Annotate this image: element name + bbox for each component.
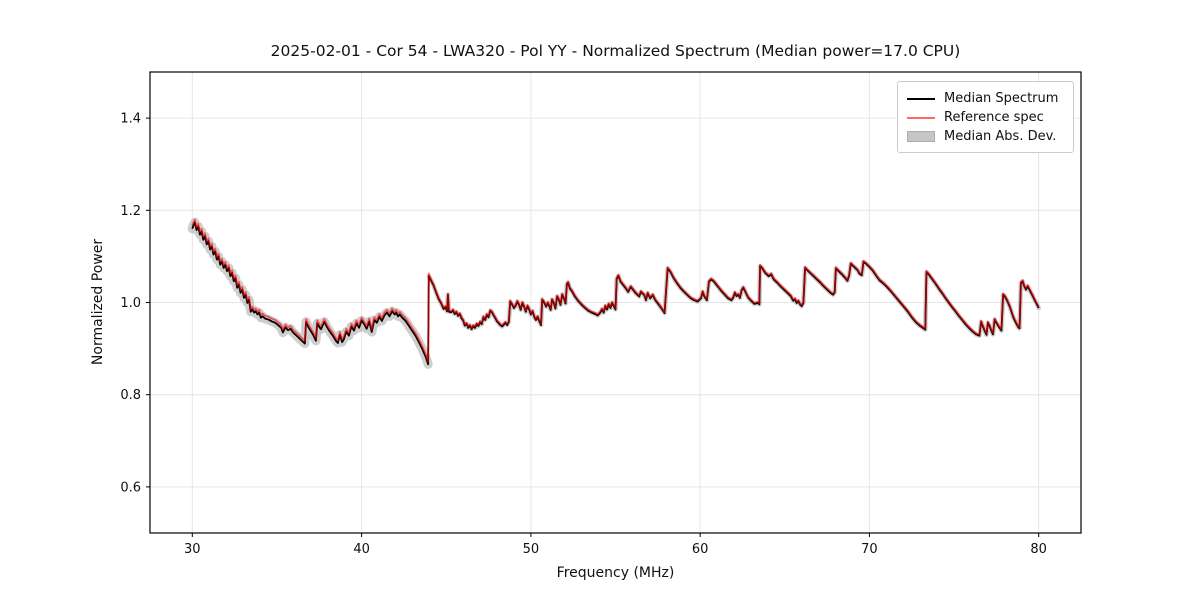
x-tick-label: 50 [523, 542, 540, 557]
x-tick-label: 30 [184, 542, 201, 557]
legend-label: Median Abs. Dev. [944, 129, 1057, 144]
median-spectrum-line-icon [907, 97, 935, 100]
y-tick-label: 1.4 [120, 112, 141, 127]
y-tick-label: 1.0 [120, 296, 141, 311]
legend-item-reference-spec: Reference spec [907, 108, 1064, 127]
y-tick-label: 0.6 [120, 480, 141, 495]
legend-label: Median Spectrum [944, 91, 1059, 106]
legend: Median Spectrum Reference spec Median Ab… [897, 81, 1074, 153]
x-axis-label: Frequency (MHz) [556, 565, 675, 581]
reference-spec-line [191, 218, 1040, 363]
legend-item-median-spectrum: Median Spectrum [907, 89, 1064, 108]
y-axis-label-text: Normalized Power [90, 238, 106, 366]
x-tick-label: 60 [692, 542, 709, 557]
legend-label: Reference spec [944, 110, 1044, 125]
chart-title: 2025-02-01 - Cor 54 - LWA320 - Pol YY - … [270, 42, 961, 60]
y-tick-label: 1.2 [120, 204, 141, 219]
legend-item-median-abs-dev: Median Abs. Dev. [907, 127, 1064, 146]
reference-spec-line-icon [907, 116, 935, 119]
x-tick-label: 80 [1030, 542, 1047, 557]
mad-band [187, 217, 433, 369]
x-tick-label: 70 [861, 542, 878, 557]
median-abs-dev-patch-icon [907, 131, 935, 142]
y-tick-label: 0.8 [120, 388, 141, 403]
x-tick-label: 40 [353, 542, 370, 557]
